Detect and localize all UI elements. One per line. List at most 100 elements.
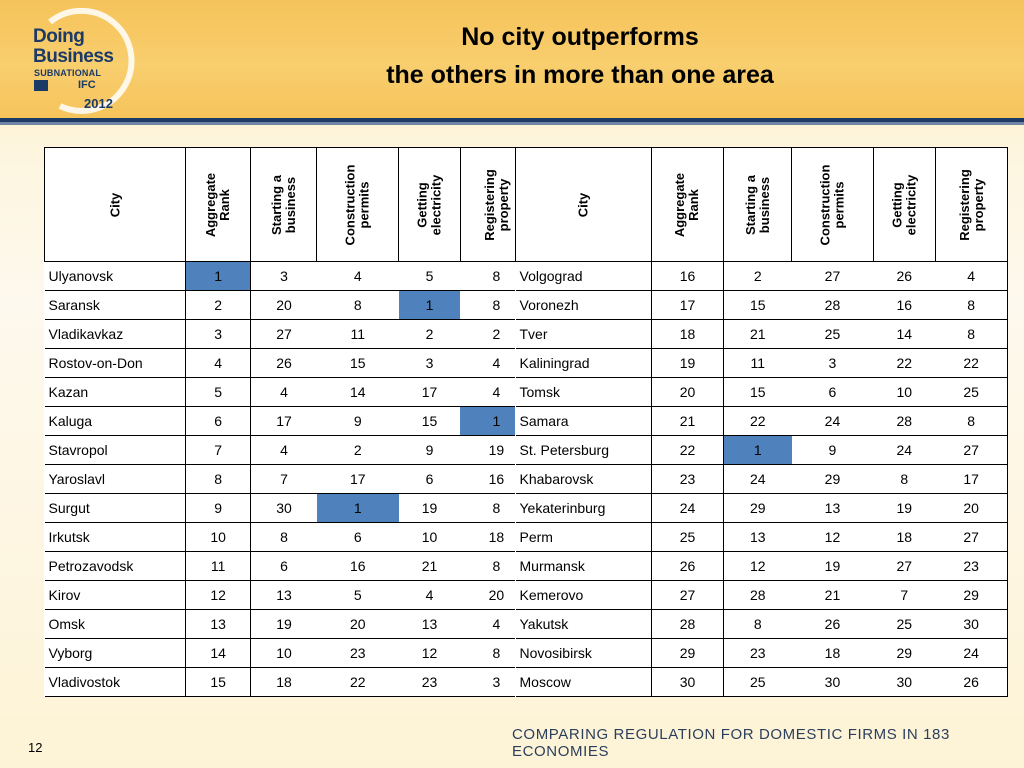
cell-city: Moscow — [515, 667, 652, 697]
cell-construction: 17 — [316, 464, 399, 494]
table-row: Moscow 30 25 30 30 26 — [515, 667, 1009, 697]
cell-city: Stavropol — [44, 435, 186, 465]
table-row: Omsk 13 19 20 13 4 — [44, 609, 534, 639]
cell-city: Irkutsk — [44, 522, 186, 552]
table-row: Saransk 2 20 8 1 8 — [44, 290, 534, 320]
cell-starting: 1 — [723, 435, 792, 465]
cell-city: Khabarovsk — [515, 464, 652, 494]
cell-city: Voronezh — [515, 290, 652, 320]
cell-construction: 28 — [791, 290, 874, 320]
cell-starting: 21 — [723, 319, 792, 349]
cell-city: Novosibirsk — [515, 638, 652, 668]
cell-starting: 11 — [723, 348, 792, 378]
cell-city: Vladivostok — [44, 667, 186, 697]
cell-property: 8 — [935, 290, 1009, 320]
cell-aggregate: 22 — [651, 435, 724, 465]
cell-electricity: 27 — [873, 551, 936, 581]
cell-electricity: 16 — [873, 290, 936, 320]
cell-electricity: 3 — [398, 348, 461, 378]
cell-property: 30 — [935, 609, 1009, 639]
cell-construction: 16 — [316, 551, 399, 581]
header-city: City — [44, 147, 186, 262]
cell-property: 27 — [935, 435, 1009, 465]
cell-electricity: 1 — [398, 290, 461, 320]
cell-city: Perm — [515, 522, 652, 552]
cell-starting: 12 — [723, 551, 792, 581]
table-row: Murmansk 26 12 19 27 23 — [515, 551, 1009, 581]
cell-electricity: 4 — [398, 580, 461, 610]
cell-starting: 2 — [723, 261, 792, 291]
cell-aggregate: 21 — [651, 406, 724, 436]
cell-property: 22 — [935, 348, 1009, 378]
cell-property: 26 — [935, 667, 1009, 697]
header-starting-business: Starting a business — [723, 147, 792, 262]
cell-starting: 15 — [723, 290, 792, 320]
header-city: City — [515, 147, 652, 262]
cell-starting: 22 — [723, 406, 792, 436]
cell-electricity: 28 — [873, 406, 936, 436]
cell-starting: 4 — [250, 435, 317, 465]
cell-aggregate: 12 — [185, 580, 252, 610]
cell-construction: 2 — [316, 435, 399, 465]
cell-electricity: 22 — [873, 348, 936, 378]
cell-electricity: 30 — [873, 667, 936, 697]
cell-aggregate: 4 — [185, 348, 252, 378]
cell-construction: 9 — [316, 406, 399, 436]
table-row: Khabarovsk 23 24 29 8 17 — [515, 464, 1009, 494]
cell-starting: 8 — [723, 609, 792, 639]
cell-aggregate: 10 — [185, 522, 252, 552]
cell-aggregate: 14 — [185, 638, 252, 668]
slide-header: Doing Business SUBNATIONAL IFC 2012 No c… — [0, 0, 1024, 118]
cell-electricity: 8 — [873, 464, 936, 494]
cell-construction: 5 — [316, 580, 399, 610]
cell-aggregate: 25 — [651, 522, 724, 552]
rankings-table-left: City Aggregate Rank Starting a business Co… — [44, 147, 534, 697]
table-header-row: City Aggregate Rank Starting a business Co… — [44, 147, 534, 262]
cell-starting: 3 — [250, 261, 317, 291]
cell-aggregate: 19 — [651, 348, 724, 378]
table-header-row: City Aggregate Rank Starting a business Co… — [515, 147, 1009, 262]
cell-property: 4 — [935, 261, 1009, 291]
footer-tagline: COMPARING REGULATION FOR DOMESTIC FIRMS … — [512, 726, 950, 760]
cell-starting: 20 — [250, 290, 317, 320]
table-row: Ulyanovsk 1 3 4 5 8 — [44, 261, 534, 291]
cell-starting: 19 — [250, 609, 317, 639]
cell-electricity: 21 — [398, 551, 461, 581]
header-starting-business: Starting a business — [250, 147, 318, 262]
cell-electricity: 12 — [398, 638, 461, 668]
cell-starting: 23 — [723, 638, 792, 668]
cell-electricity: 7 — [873, 580, 936, 610]
logo-line-doing: Doing — [33, 26, 85, 47]
table-row: Tver 18 21 25 14 8 — [515, 319, 1009, 349]
header-registering-property: Registering property — [934, 147, 1009, 262]
cell-construction: 12 — [791, 522, 874, 552]
cell-electricity: 24 — [873, 435, 936, 465]
cell-city: St. Petersburg — [515, 435, 652, 465]
cell-construction: 26 — [791, 609, 874, 639]
cell-aggregate: 7 — [185, 435, 252, 465]
cell-city: Saransk — [44, 290, 186, 320]
cell-starting: 30 — [250, 493, 317, 523]
cell-electricity: 23 — [398, 667, 461, 697]
cell-city: Tomsk — [515, 377, 652, 407]
table-row: Perm 25 13 12 18 27 — [515, 522, 1009, 552]
cell-electricity: 18 — [873, 522, 936, 552]
cell-city: Surgut — [44, 493, 186, 523]
cell-aggregate: 18 — [651, 319, 724, 349]
cell-city: Murmansk — [515, 551, 652, 581]
cell-electricity: 19 — [398, 493, 461, 523]
logo-year: 2012 — [84, 96, 113, 111]
logo-ifc: IFC — [78, 79, 96, 91]
cell-electricity: 2 — [398, 319, 461, 349]
cell-aggregate: 13 — [185, 609, 252, 639]
cell-starting: 24 — [723, 464, 792, 494]
table-row: Stavropol 7 4 2 9 19 — [44, 435, 534, 465]
doing-business-logo: Doing Business SUBNATIONAL IFC 2012 — [30, 8, 150, 114]
cell-construction: 23 — [316, 638, 399, 668]
table-row: Kaluga 6 17 9 15 1 — [44, 406, 534, 436]
cell-city: Samara — [515, 406, 652, 436]
cell-property: 17 — [935, 464, 1009, 494]
table-row: Yaroslavl 8 7 17 6 16 — [44, 464, 534, 494]
cell-electricity: 17 — [398, 377, 461, 407]
cell-aggregate: 9 — [185, 493, 252, 523]
